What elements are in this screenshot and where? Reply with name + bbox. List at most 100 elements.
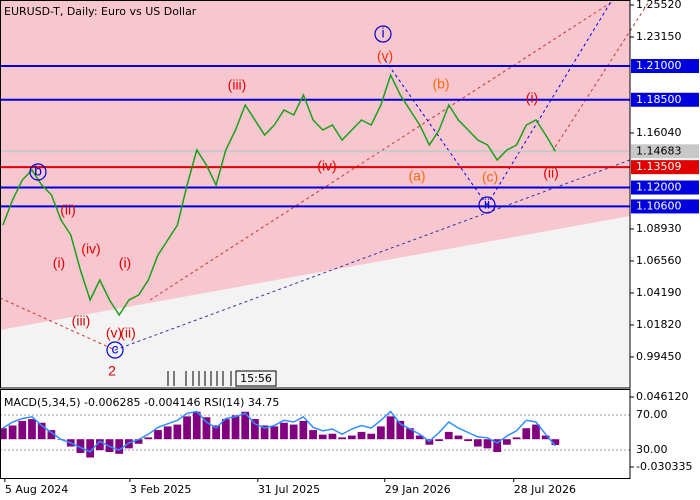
wave-label: (a): [408, 168, 425, 184]
macd-bar: [367, 433, 376, 440]
macd-bar: [18, 420, 27, 440]
wave-label: (iv): [317, 158, 336, 174]
level-label: 1.10600: [636, 199, 682, 212]
wave-label: b: [34, 163, 42, 179]
y2-tick-label: 70.00: [636, 408, 668, 421]
wave-label: c: [112, 341, 119, 357]
macd-bar: [464, 439, 473, 442]
wave-label: (i): [526, 90, 538, 106]
level-label: 1.21000: [636, 59, 682, 72]
plot-frame: [0, 0, 631, 389]
macd-bar: [76, 439, 85, 453]
wave-label: (i): [119, 255, 131, 271]
y-tick-label: 1.25520: [636, 0, 682, 11]
macd-bar: [280, 422, 288, 440]
wave-label: ii: [484, 196, 490, 212]
macd-bar: [503, 439, 511, 445]
macd-bar: [105, 439, 114, 453]
macd-bar: [473, 439, 482, 447]
macd-bar: [270, 426, 279, 440]
macd-bar: [28, 419, 36, 440]
macd-bar: [328, 433, 337, 440]
macd-bar: [454, 435, 463, 440]
macd-bar: [532, 424, 540, 440]
macd-bar: [231, 415, 240, 440]
y-tick-label: 1.06560: [636, 254, 682, 267]
macd-bar: [396, 420, 405, 440]
wave-label: 2: [108, 363, 116, 379]
x-tick-label: 28 Jul 2026: [514, 483, 576, 496]
macd-bar: [386, 416, 395, 440]
macd-bar: [251, 419, 259, 440]
macd-bar: [144, 437, 153, 440]
level-label: 1.12000: [636, 181, 682, 194]
macd-bar: [115, 439, 124, 454]
macd-bar: [221, 419, 230, 440]
macd-bar: [309, 430, 317, 440]
macd-bar: [406, 428, 414, 440]
y-tick-label: 1.16040: [636, 126, 682, 139]
macd-bar: [347, 435, 356, 440]
wave-label: (ii): [120, 325, 136, 341]
wave-label: (ii): [60, 202, 76, 218]
wave-label: (v): [106, 325, 122, 341]
macd-bar: [299, 420, 308, 440]
macd-bar: [541, 435, 550, 440]
wave-label: (b): [432, 76, 449, 92]
wave-circle: [106, 341, 124, 359]
time-box: [235, 370, 277, 387]
level-box: [631, 92, 699, 107]
trend-line: [486, 0, 613, 206]
level-box: [631, 180, 699, 195]
x-tick-label: 3 Feb 2025: [130, 483, 191, 496]
wave-label: (iv): [81, 241, 100, 257]
macd-bar: [173, 424, 182, 440]
macd-bar: [163, 426, 172, 440]
macd-bar: [183, 416, 191, 440]
wave-circle: [29, 163, 47, 181]
x-tick-label: 5 Aug 2024: [5, 483, 68, 496]
macd-bar: [435, 439, 443, 442]
level-label: 1.14683: [636, 144, 682, 157]
level-box: [631, 59, 699, 74]
macd-bar: [357, 431, 366, 440]
y-tick-label: 1.23150: [636, 30, 682, 43]
wave-label: (c): [482, 169, 498, 185]
rsi-line: [2, 410, 556, 453]
indicator-title: MACD(5,34,5) -0.006285 -0.004146 RSI(14)…: [4, 396, 279, 409]
macd-bar: [377, 426, 385, 440]
indicator-frame: [0, 389, 631, 479]
y2-tick-label: 30.00: [636, 443, 668, 456]
bg-lower: [0, 216, 630, 388]
macd-bar: [483, 439, 492, 449]
macd-bar: [318, 434, 327, 440]
macd-bar: [512, 437, 521, 440]
trend-line: [551, 0, 651, 153]
macd-bar: [86, 439, 95, 458]
macd-bar: [338, 437, 347, 440]
level-box: [631, 160, 699, 175]
macd-bar: [260, 425, 269, 440]
y-tick-label: 1.04190: [636, 286, 682, 299]
y-tick-label: 0.046120: [636, 390, 689, 403]
wave-label: (iii): [72, 313, 91, 329]
x-tick-label: 31 Jul 2025: [258, 483, 320, 496]
y-tick-label: 1.01820: [636, 318, 682, 331]
wave-label: (i): [53, 255, 65, 271]
trend-line: [149, 0, 616, 301]
wave-label: (iii): [228, 77, 247, 93]
macd-bar: [444, 431, 453, 440]
level-label: 1.13509: [636, 160, 682, 173]
macd-bar: [8, 425, 17, 440]
wave-label: (v): [377, 48, 393, 64]
macd-bar: [202, 417, 211, 440]
session-marks: [167, 371, 232, 386]
macd-bar: [551, 439, 560, 445]
level-label: 1.18500: [636, 93, 682, 106]
macd-bar: [134, 439, 143, 444]
price-line: [2, 73, 557, 317]
wave-circle: [374, 25, 392, 43]
macd-bar: [95, 439, 104, 451]
macd-bar: [522, 428, 531, 440]
